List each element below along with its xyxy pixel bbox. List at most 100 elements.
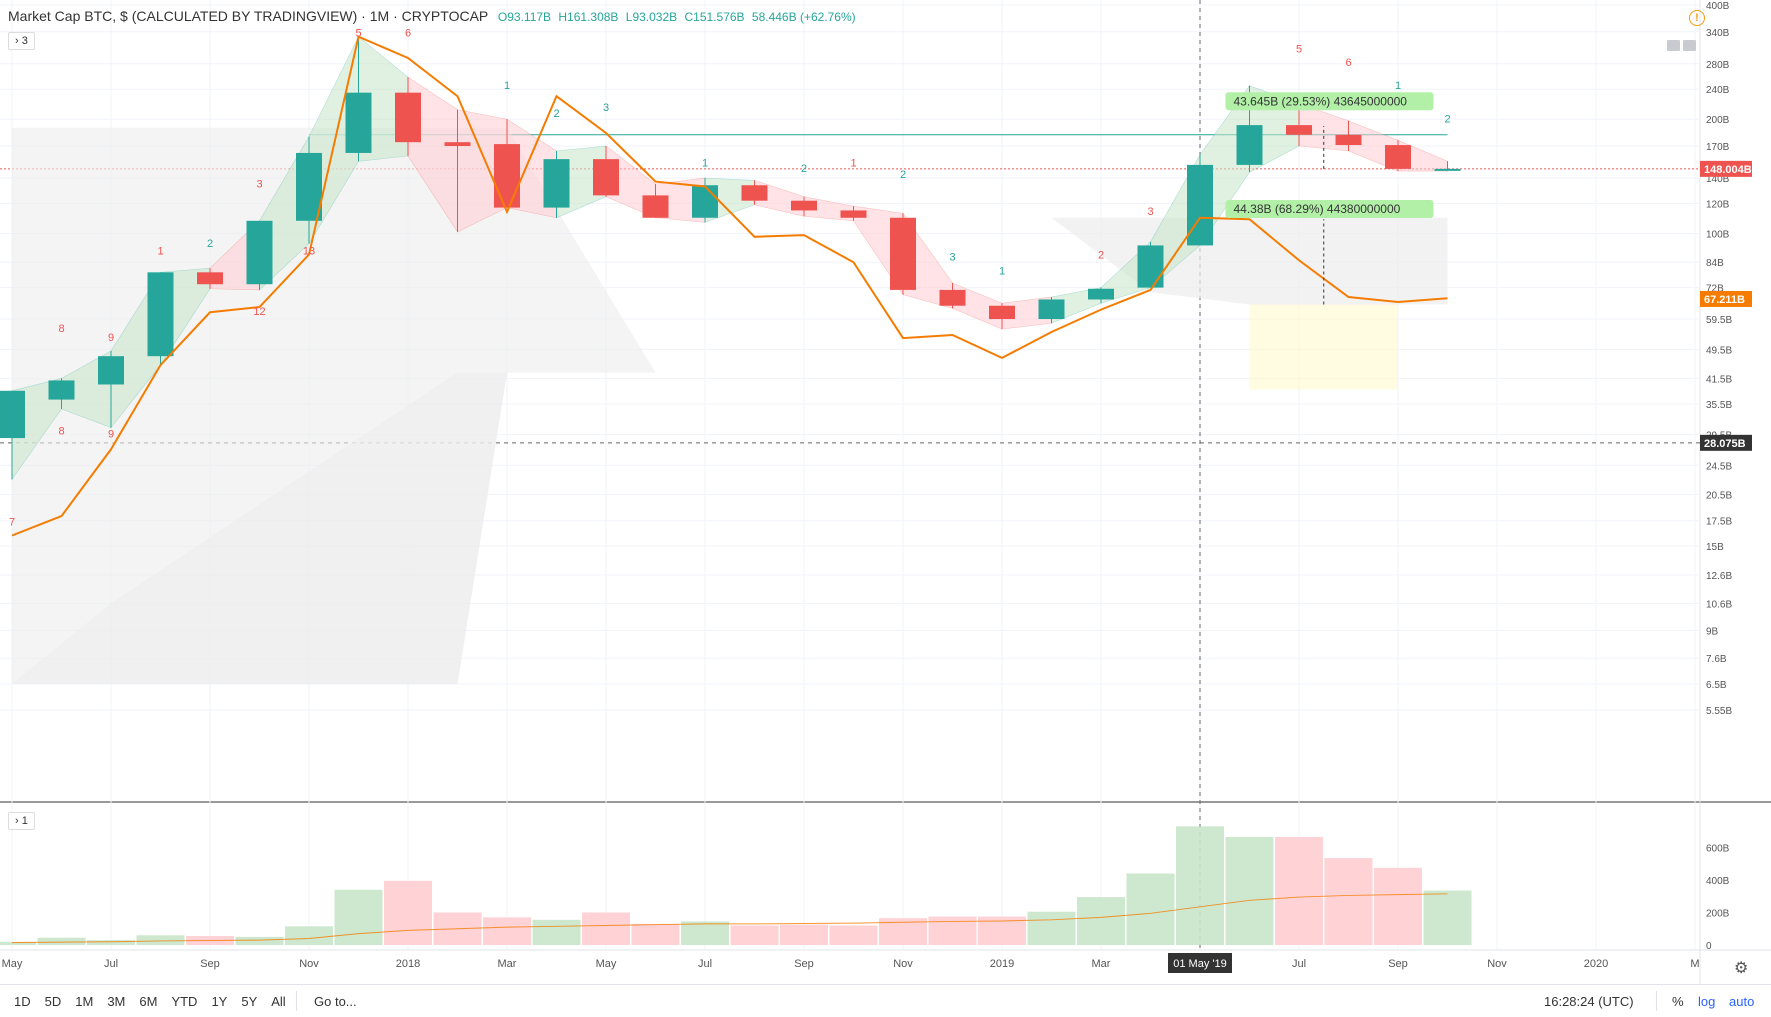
background-shape [12, 372, 507, 684]
goto-button[interactable]: Go to... [314, 994, 357, 1009]
volume-bar [1126, 873, 1175, 945]
y-tick-label: 41.5B [1706, 374, 1732, 385]
y-tick-label: 120B [1706, 199, 1730, 210]
sequence-count: 13 [303, 246, 315, 258]
x-tick-label: Mar [498, 958, 517, 970]
divider [296, 991, 297, 1011]
volume-bar [1324, 858, 1373, 945]
minimize-pane-icon[interactable] [1667, 40, 1680, 51]
bottom-toolbar: 1D 5D 1M 3M 6M YTD 1Y 5Y All Go to... 16:28:24 (… [0, 984, 1771, 1017]
utc-clock[interactable]: 16:28:24 (UTC) [1544, 994, 1634, 1009]
x-tick-label: Nov [1487, 958, 1507, 970]
volume-bar [87, 940, 135, 945]
range-3m[interactable]: 3M [107, 994, 126, 1009]
y-tick-label: 24.5B [1706, 461, 1732, 472]
indicator-collapse-button[interactable]: › 3 [8, 32, 35, 50]
volume-ma-line [11, 893, 1448, 944]
candle-body [197, 272, 223, 285]
x-tick-label: Jul [698, 958, 712, 970]
maximize-pane-icon[interactable] [1683, 40, 1696, 51]
last-price-label: 148.004B [1704, 164, 1752, 176]
candle-body [939, 289, 966, 306]
auto-scale-toggle[interactable]: auto [1729, 994, 1755, 1009]
volume-bar [1374, 867, 1422, 945]
range-1d[interactable]: 1D [14, 994, 31, 1009]
candle-body [791, 200, 817, 211]
measure-label-bg [1225, 92, 1434, 111]
volume-bar [285, 926, 333, 945]
moving-average-line [11, 35, 1448, 537]
candle-body [444, 142, 471, 147]
candle-body [593, 159, 619, 196]
y-tick-label: 170B [1706, 142, 1730, 153]
range-1y[interactable]: 1Y [211, 994, 228, 1009]
volume-indicator-collapse-button[interactable]: › 1 [8, 812, 35, 830]
candle-body [494, 144, 520, 208]
high-value: H161.308B [558, 10, 619, 24]
sequence-count: 2 [1098, 249, 1104, 261]
settings-gear-icon[interactable]: ⚙ [1734, 960, 1749, 977]
volume-indicator-count: 1 [21, 815, 28, 827]
ohlc-values: O93.117B H161.308B L93.032B C151.576B 58… [498, 10, 860, 24]
volume-bar [1275, 836, 1323, 945]
candle-body [98, 356, 124, 385]
sequence-count: 5 [355, 28, 361, 40]
sequence-count: 8 [58, 323, 64, 335]
crosshair-price-label: 28.075B [1704, 438, 1746, 450]
sequence-count: 9 [108, 332, 114, 344]
y-tick-label: 35.5B [1706, 400, 1732, 411]
sequence-count: 2 [207, 238, 213, 250]
volume-bar [384, 880, 432, 945]
last-price-label-bg [1700, 160, 1752, 177]
range-5y[interactable]: 5Y [241, 994, 258, 1009]
candle-body [642, 195, 669, 218]
candle-body [1286, 125, 1312, 135]
sequence-count: 9 [108, 428, 114, 440]
open-value: O93.117B [497, 10, 552, 24]
range-6m[interactable]: 6M [139, 994, 158, 1009]
candle-body [0, 390, 25, 439]
ma-price-label-bg [1700, 290, 1752, 307]
change-value: 58.446B (+62.76%) [751, 10, 856, 24]
sequence-count: 12 [253, 306, 265, 318]
range-buttons: 1D 5D 1M 3M 6M YTD 1Y 5Y All [14, 994, 300, 1009]
candle-body [1187, 164, 1213, 246]
candle-body [543, 159, 570, 208]
volume-bar [1225, 836, 1274, 945]
range-all[interactable]: All [271, 994, 286, 1009]
volume-bar [235, 936, 284, 945]
x-tick-label: Sep [200, 958, 220, 970]
sequence-count: 5 [1296, 43, 1302, 55]
crosshair-price-label-bg [1700, 434, 1752, 451]
range-5d[interactable]: 5D [44, 994, 62, 1009]
log-scale-toggle[interactable]: log [1698, 994, 1716, 1009]
percent-scale-toggle[interactable]: % [1672, 994, 1684, 1009]
sequence-count: 7 [9, 517, 15, 529]
volume-bar [681, 921, 729, 945]
volume-bar [829, 925, 878, 945]
y-tick-label: 340B [1706, 28, 1730, 39]
sequence-count: 1 [504, 80, 510, 92]
x-tick-label: Jul [1292, 958, 1306, 970]
y-tick-label: 400B [1706, 1, 1730, 12]
candle-body [1335, 134, 1362, 146]
y-tick-label: 240B [1706, 85, 1730, 96]
y-tick-label: 100B [1706, 229, 1730, 240]
measure-tool: 43.645B (29.53%) 43645000000 44.38B (68.2… [1225, 92, 1434, 390]
sequence-count: 2 [900, 169, 906, 181]
candles [0, 36, 1461, 480]
y-tick-label: 9B [1706, 626, 1719, 637]
y-tick-label: 72B [1706, 284, 1724, 295]
symbol-title[interactable]: Market Cap BTC, $ (CALCULATED BY TRADING… [8, 8, 488, 24]
range-ytd[interactable]: YTD [171, 994, 198, 1009]
ma-line [11, 35, 1448, 537]
x-tick-label: Jul [104, 958, 118, 970]
candle-body [1385, 145, 1411, 169]
range-1m[interactable]: 1M [75, 994, 94, 1009]
warning-icon[interactable]: ! [1689, 10, 1705, 26]
sequence-count: 6 [1345, 57, 1351, 69]
candle-body [692, 185, 718, 218]
measure-label: 44.38B (68.29%) 44380000000 [1234, 202, 1401, 216]
y-tick-label: 20.5B [1706, 491, 1732, 502]
